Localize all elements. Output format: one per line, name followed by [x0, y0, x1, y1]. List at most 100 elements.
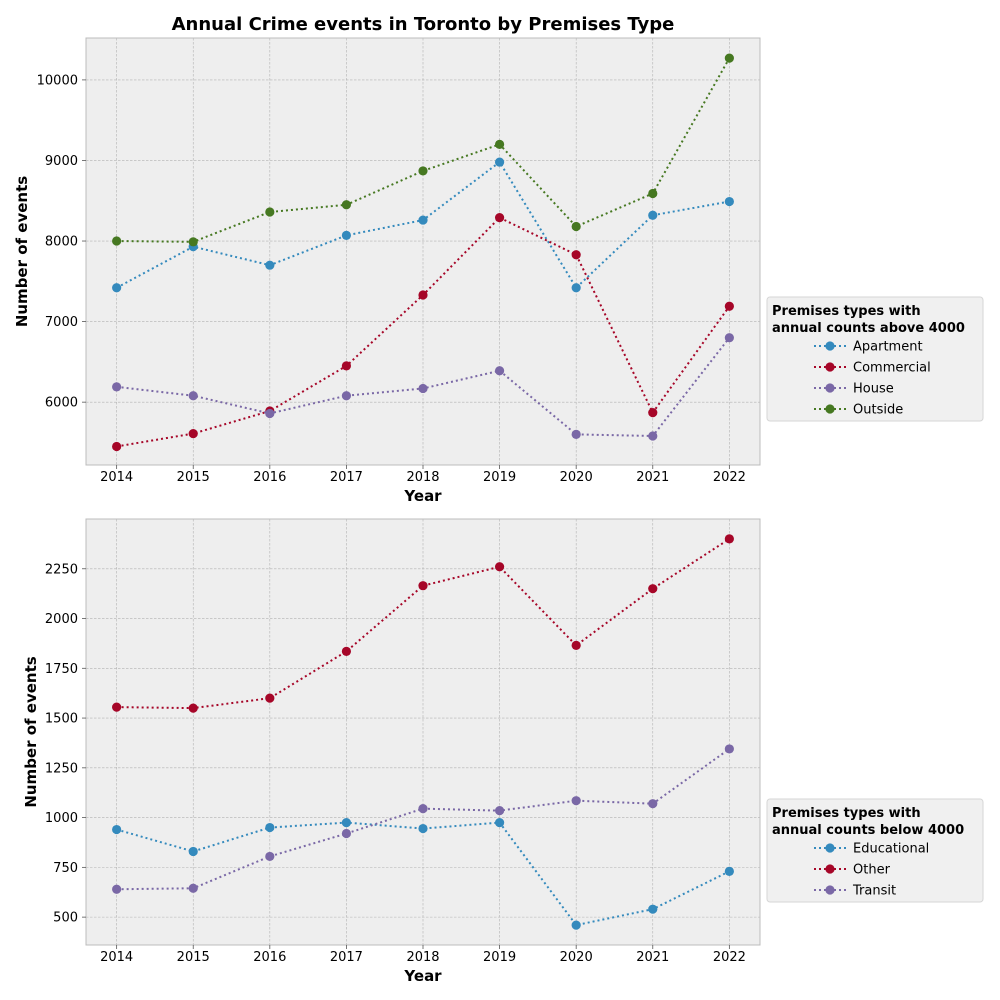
y-tick-label-1-7: 2250 — [45, 562, 78, 577]
point-commercial-2022 — [724, 301, 734, 311]
point-outside-2022 — [724, 53, 734, 63]
point-apartment-2020 — [571, 283, 581, 293]
legend-swatch-marker-educational — [825, 843, 835, 853]
legend-title-1-1: annual counts below 4000 — [772, 823, 964, 838]
point-transit-2017 — [341, 828, 352, 839]
x-axis-label-1: Year — [403, 967, 442, 985]
legend-1 — [766, 798, 984, 903]
x-tick-label-1-4: 2018 — [406, 950, 439, 965]
point-educational-2019 — [494, 817, 505, 828]
point-other-2021 — [648, 584, 658, 594]
point-apartment-2022 — [724, 196, 734, 207]
y-tick-label-1-2: 1000 — [45, 811, 78, 826]
point-other-2016 — [265, 693, 275, 703]
x-tick-label-0-5: 2019 — [483, 470, 516, 485]
x-tick-label-0-0: 2014 — [100, 470, 133, 485]
point-other-2017 — [341, 646, 352, 656]
chart-title: Annual Crime events in Toronto by Premis… — [172, 14, 675, 35]
point-other-2020 — [571, 640, 581, 651]
legend-title-0-1: annual counts above 4000 — [772, 321, 965, 336]
point-educational-2018 — [418, 823, 428, 834]
point-commercial-2015 — [188, 428, 198, 439]
legend-swatch-marker-transit — [825, 885, 835, 895]
point-transit-2018 — [418, 804, 428, 814]
y-axis-label-1: Number of events — [22, 656, 40, 807]
point-educational-2017 — [341, 817, 352, 828]
y-tick-label-1-6: 2000 — [45, 612, 78, 627]
point-outside-2021 — [648, 188, 658, 199]
point-house-2018 — [418, 383, 428, 394]
point-house-2021 — [648, 431, 658, 441]
y-tick-label-0-0: 6000 — [45, 396, 78, 411]
point-house-2017 — [341, 391, 352, 401]
point-other-2015 — [188, 703, 198, 713]
y-axis-label-0: Number of events — [13, 176, 31, 327]
point-educational-2020 — [571, 920, 581, 930]
point-commercial-2019 — [494, 213, 505, 223]
point-outside-2014 — [112, 236, 122, 246]
legend-title-0-0: Premises types with — [772, 304, 921, 319]
point-educational-2014 — [112, 824, 122, 835]
legend-swatch-marker-other — [825, 864, 835, 874]
y-tick-label-1-1: 750 — [53, 861, 78, 876]
point-educational-2022 — [724, 866, 734, 876]
point-transit-2020 — [571, 796, 581, 806]
legend-label-educational: Educational — [853, 842, 929, 857]
point-house-2020 — [571, 429, 581, 439]
x-tick-label-1-5: 2019 — [483, 950, 516, 965]
y-tick-label-1-3: 1250 — [45, 761, 78, 776]
y-tick-label-1-4: 1500 — [45, 712, 78, 727]
x-tick-label-1-6: 2020 — [560, 950, 593, 965]
point-educational-2015 — [188, 846, 198, 857]
y-tick-label-0-1: 7000 — [45, 315, 78, 330]
point-commercial-2020 — [571, 250, 581, 260]
legend-label-commercial: Commercial — [853, 361, 931, 376]
legend-swatch-marker-outside — [825, 404, 835, 414]
y-tick-label-0-4: 10000 — [37, 73, 78, 88]
point-transit-2016 — [265, 851, 275, 862]
legend-swatch-marker-commercial — [825, 362, 835, 372]
point-house-2022 — [724, 333, 734, 343]
y-tick-label-0-2: 8000 — [45, 235, 78, 250]
x-tick-label-0-6: 2020 — [560, 470, 593, 485]
point-outside-2019 — [494, 139, 505, 149]
point-apartment-2019 — [494, 157, 505, 167]
legend-label-outside: Outside — [853, 403, 903, 418]
point-transit-2021 — [648, 799, 658, 809]
point-other-2019 — [494, 562, 505, 572]
point-outside-2018 — [418, 166, 428, 176]
legend-swatch-marker-house — [825, 383, 835, 393]
x-tick-label-1-3: 2017 — [330, 950, 363, 965]
y-tick-label-0-3: 9000 — [45, 154, 78, 169]
point-apartment-2021 — [648, 210, 658, 220]
point-commercial-2017 — [341, 361, 352, 371]
point-educational-2021 — [648, 904, 658, 914]
point-educational-2016 — [265, 822, 275, 833]
x-tick-label-1-2: 2016 — [253, 950, 286, 965]
x-tick-label-0-8: 2022 — [713, 470, 746, 485]
point-outside-2020 — [571, 221, 581, 232]
point-house-2016 — [265, 408, 275, 419]
y-tick-label-1-5: 1750 — [45, 662, 78, 677]
x-tick-label-0-1: 2015 — [177, 470, 210, 485]
point-commercial-2018 — [418, 290, 428, 300]
point-apartment-2017 — [341, 230, 352, 240]
legend-label-transit: Transit — [852, 884, 896, 899]
point-outside-2016 — [265, 207, 275, 217]
point-other-2018 — [418, 581, 428, 591]
point-transit-2014 — [112, 884, 122, 894]
series-line-other — [116, 538, 730, 710]
point-house-2015 — [188, 391, 198, 401]
x-tick-label-1-0: 2014 — [100, 950, 133, 965]
point-house-2014 — [112, 382, 122, 392]
point-outside-2017 — [341, 200, 352, 210]
point-other-2022 — [724, 534, 734, 544]
point-apartment-2018 — [418, 215, 428, 225]
point-other-2014 — [112, 702, 122, 712]
x-tick-label-1-7: 2021 — [636, 950, 669, 965]
legend-label-other: Other — [853, 863, 891, 878]
point-transit-2015 — [188, 883, 198, 893]
point-apartment-2014 — [112, 283, 122, 293]
point-transit-2019 — [494, 806, 505, 816]
